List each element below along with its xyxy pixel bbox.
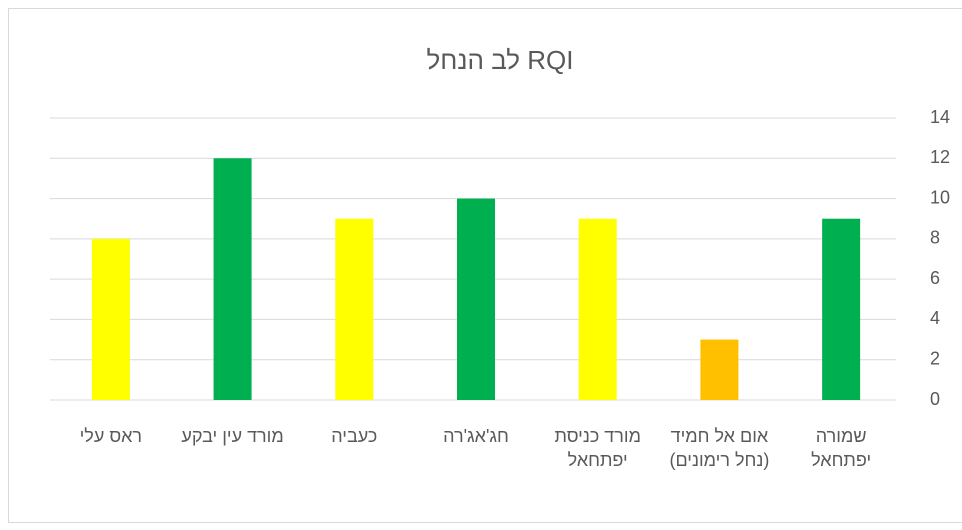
y-tick-label: 6 [930,268,940,288]
bar [822,218,861,400]
x-tick-label: כעביה [331,426,378,446]
bar [91,238,130,400]
bar [578,218,617,400]
x-tick-label: שמורה יפתחאל [811,426,872,470]
x-tick-label: חג'אג'רה [443,426,509,446]
x-tick-label: אום אל חמיד (נחל רימונים) [669,426,770,470]
x-tick-label: מורד כניסת יפתחאל [554,426,641,470]
bar [213,158,252,400]
x-tick-label: מורד עין יבקע [181,426,284,446]
y-tick-label: 14 [930,107,950,127]
bar [700,339,739,400]
y-tick-label: 0 [930,389,940,409]
bar [457,198,495,400]
bar [335,218,374,400]
y-tick-label: 12 [930,147,950,167]
y-tick-label: 4 [930,308,940,328]
y-tick-label: 2 [930,348,940,368]
y-tick-label: 8 [930,228,940,248]
x-tick-label: ראס עלי [79,426,143,446]
chart-title: לב הנחל RQI [427,45,574,75]
y-tick-label: 10 [930,187,950,207]
